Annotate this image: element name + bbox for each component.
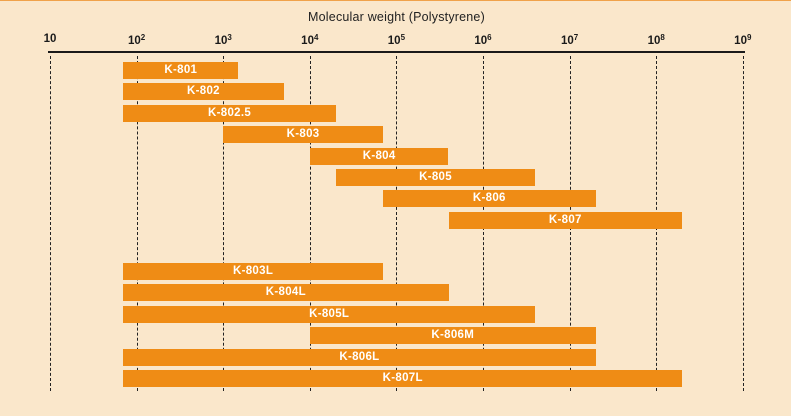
tick-exponent: 3 bbox=[227, 33, 232, 42]
bar-label: K-804 bbox=[362, 149, 396, 162]
x-axis-tick-label: 103 bbox=[214, 33, 232, 47]
tick-exponent: 5 bbox=[400, 33, 406, 42]
x-axis-tick-label: 102 bbox=[127, 33, 146, 47]
tick-exponent: 7 bbox=[573, 33, 579, 42]
range-bar-k-806: K-806 bbox=[383, 190, 596, 208]
range-bar-k-806l: K-806L bbox=[123, 348, 596, 366]
range-bar-k-804: K-804 bbox=[309, 147, 449, 165]
tick-exponent: 4 bbox=[313, 33, 319, 42]
range-bar-k-802: K-802 bbox=[123, 83, 284, 101]
range-bar-k-805: K-805 bbox=[335, 169, 536, 186]
bar-label: K-806M bbox=[431, 329, 475, 342]
range-bar-k-802.5: K-802.5 bbox=[123, 104, 336, 122]
gridline bbox=[136, 56, 138, 391]
range-bar-k-805l: K-805L bbox=[123, 305, 536, 323]
bar-label: K-801 bbox=[164, 64, 198, 76]
range-bar-k-807: K-807 bbox=[448, 211, 683, 229]
gridline bbox=[742, 56, 744, 391]
x-axis-line bbox=[48, 51, 745, 53]
gridline bbox=[50, 56, 51, 391]
bar-label: K-806L bbox=[339, 350, 380, 363]
bar-label: K-803 bbox=[286, 128, 320, 141]
bar-label: K-803L bbox=[233, 265, 274, 277]
range-bar-k-804l: K-804L bbox=[123, 284, 449, 302]
range-bar-k-807l: K-807L bbox=[123, 370, 683, 387]
tick-exponent: 2 bbox=[140, 33, 146, 42]
x-axis-tick-label: 106 bbox=[474, 33, 492, 47]
bar-label: K-805 bbox=[419, 171, 452, 183]
gridline bbox=[309, 56, 311, 391]
bar-label: K-806 bbox=[472, 192, 506, 205]
x-axis-tick-label: 105 bbox=[387, 33, 406, 47]
range-bar-k-803l: K-803L bbox=[123, 263, 383, 280]
gridline bbox=[396, 56, 398, 391]
bar-label: K-805L bbox=[309, 307, 350, 320]
tick-exponent: 9 bbox=[746, 33, 752, 42]
x-axis-tick-label: 109 bbox=[734, 33, 752, 47]
range-bar-k-801: K-801 bbox=[123, 62, 239, 79]
x-axis-tick-label: 107 bbox=[560, 33, 579, 47]
x-axis-tick-label: 108 bbox=[647, 33, 665, 47]
bar-label: K-802.5 bbox=[208, 106, 252, 119]
bar-label: K-804L bbox=[265, 286, 306, 299]
x-axis-tick-label: 10 bbox=[43, 33, 57, 45]
tick-exponent: 6 bbox=[487, 33, 492, 42]
gridline bbox=[223, 56, 225, 391]
chart-title: Molecular weight (Polystyrene) bbox=[308, 10, 485, 24]
range-bar-k-803: K-803 bbox=[223, 126, 383, 144]
bar-label: K-802 bbox=[187, 85, 220, 98]
tick-exponent: 8 bbox=[660, 33, 665, 42]
bar-label: K-807 bbox=[548, 213, 582, 226]
bar-label: K-807L bbox=[382, 372, 423, 384]
x-axis-tick-label: 104 bbox=[301, 33, 319, 47]
range-bar-k-806m: K-806M bbox=[309, 327, 596, 345]
